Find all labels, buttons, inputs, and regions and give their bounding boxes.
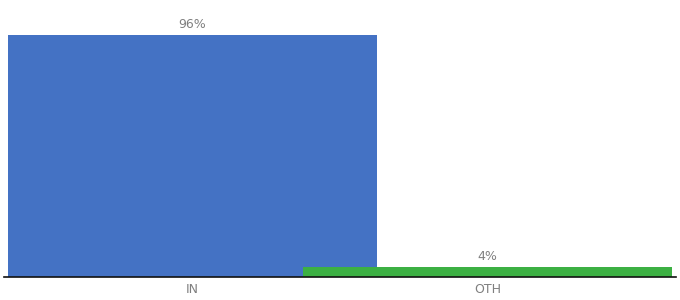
- Bar: [303, 267, 673, 277]
- Text: 4%: 4%: [478, 250, 498, 263]
- Bar: [7, 34, 377, 277]
- Text: 96%: 96%: [178, 18, 206, 31]
